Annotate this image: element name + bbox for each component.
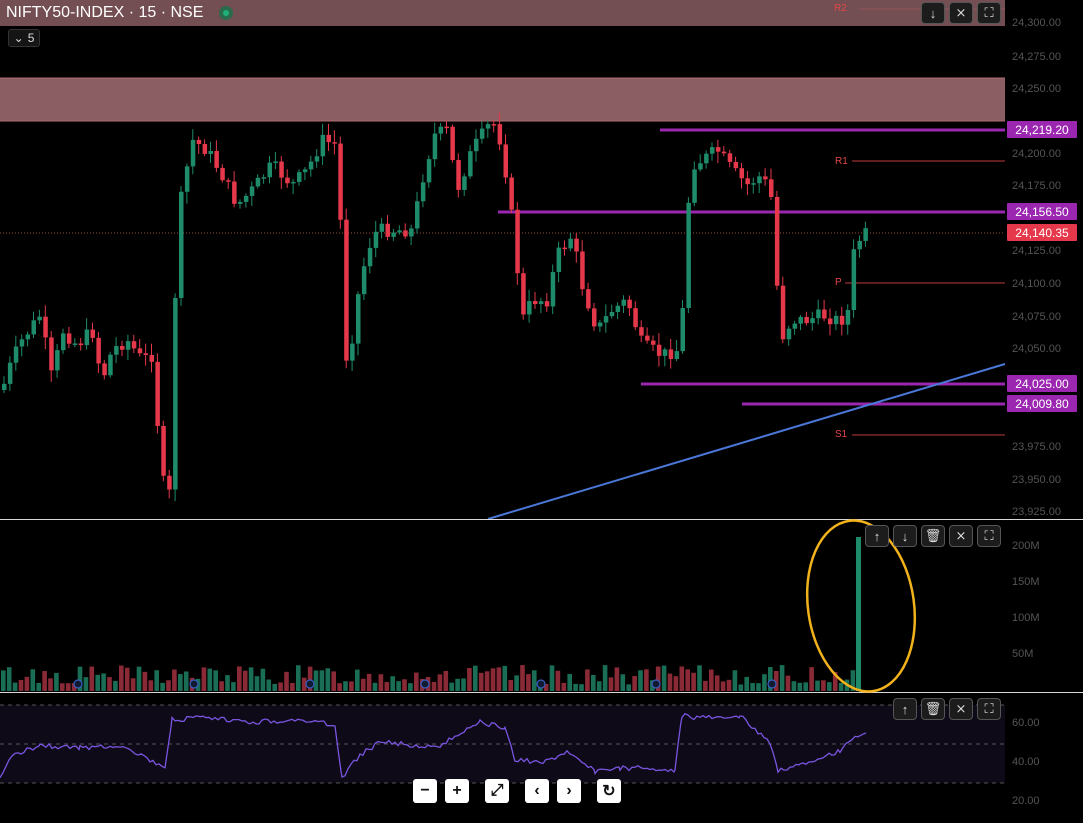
interval-value: 5 <box>27 31 35 45</box>
maximize-icon: ⛶ <box>984 701 994 716</box>
price-axis-tick: 24,100.00 <box>1012 278 1061 290</box>
reset-scale-button[interactable]: ⤢ <box>485 779 509 803</box>
price-axis-tick: 23,975.00 <box>1012 441 1061 453</box>
pivot-s1-label: S1 <box>835 429 848 440</box>
reset-chart-button[interactable]: ↻ <box>597 779 621 803</box>
arrow-down-icon: ↓ <box>929 5 937 21</box>
symbol-header[interactable]: NIFTY50-INDEX · 15 · NSE <box>0 0 242 26</box>
rsi-delete-button[interactable]: 🗑 <box>921 698 945 720</box>
volume-axis-tick: 100M <box>1012 612 1040 624</box>
rsi-collapse-button[interactable]: ⨯ <box>949 698 973 720</box>
chevron-right-icon: › <box>566 782 572 799</box>
volume-series <box>1 537 861 691</box>
top-band <box>242 0 1005 26</box>
maximize-pane-button[interactable]: ⛶ <box>977 2 1001 24</box>
price-axis-tick: 24,175.00 <box>1012 180 1061 192</box>
maximize-icon: ⛶ <box>984 5 994 20</box>
move-pane-down-button[interactable]: ↓ <box>921 2 945 24</box>
refresh-icon: ↻ <box>602 783 616 800</box>
rsi-axis-tick: 20.00 <box>1012 795 1040 807</box>
scroll-left-button[interactable]: ‹ <box>525 779 549 803</box>
volume-move-down-button[interactable]: ↓ <box>893 525 917 547</box>
chevron-left-icon: ‹ <box>534 782 540 799</box>
rsi-line <box>0 712 867 779</box>
resistance-zone[interactable] <box>0 78 1005 121</box>
candlestick-series <box>2 112 868 502</box>
pivot-r1-label: R1 <box>835 156 848 167</box>
collapse-icon: ⨯ <box>955 5 967 20</box>
level-price-label[interactable]: 24,009.80 <box>1007 395 1077 412</box>
price-axis-tick: 24,200.00 <box>1012 148 1061 160</box>
scroll-right-button[interactable]: › <box>557 779 581 803</box>
rsi-axis-tick: 60.00 <box>1012 717 1040 729</box>
rsi-maximize-button[interactable]: ⛶ <box>977 698 1001 720</box>
price-axis-tick: 24,300.00 <box>1012 17 1061 29</box>
pivot-r2-label: R2 <box>834 3 847 14</box>
trash-icon: 🗑 <box>924 701 942 716</box>
volume-move-up-button[interactable]: ↑ <box>865 525 889 547</box>
level-price-label[interactable]: 24,025.00 <box>1007 375 1077 392</box>
plus-icon: + <box>452 782 462 799</box>
maximize-icon: ⛶ <box>984 528 994 543</box>
zoom-out-button[interactable]: − <box>413 779 437 803</box>
price-axis-tick: 24,250.00 <box>1012 83 1061 95</box>
arrow-up-icon: ↑ <box>873 528 881 544</box>
price-axis-tick: 23,925.00 <box>1012 506 1061 518</box>
pivot-p-label: P <box>835 277 842 288</box>
rsi-move-up-button[interactable]: ↑ <box>893 698 917 720</box>
volume-axis-tick: 150M <box>1012 576 1040 588</box>
rsi-band <box>0 705 1005 783</box>
expand-icon: ⤢ <box>490 782 504 799</box>
volume-collapse-button[interactable]: ⨯ <box>949 525 973 547</box>
collapse-pane-button[interactable]: ⨯ <box>949 2 973 24</box>
volume-axis-tick: 50M <box>1012 648 1034 660</box>
dividend-markers <box>73 679 777 689</box>
price-axis-tick: 24,125.00 <box>1012 245 1061 257</box>
volume-axis-tick: 200M <box>1012 540 1040 552</box>
minus-icon: − <box>420 782 430 799</box>
collapse-icon: ⨯ <box>955 701 967 716</box>
interval-selector[interactable]: ⌄ 5 <box>8 29 40 47</box>
volume-maximize-button[interactable]: ⛶ <box>977 525 1001 547</box>
symbol-title[interactable]: NIFTY50-INDEX · 15 · NSE <box>6 4 204 21</box>
price-axis-tick: 23,950.00 <box>1012 474 1061 486</box>
chevron-down-icon: ⌄ <box>13 31 24 45</box>
arrow-up-icon: ↑ <box>901 701 909 717</box>
highlight-ellipse[interactable] <box>797 513 926 698</box>
rsi-axis-tick: 40.00 <box>1012 756 1040 768</box>
market-status-icon <box>219 6 234 20</box>
level-price-label[interactable]: 24,219.20 <box>1007 121 1077 138</box>
zoom-in-button[interactable]: + <box>445 779 469 803</box>
collapse-icon: ⨯ <box>955 528 967 543</box>
price-axis-tick: 24,275.00 <box>1012 51 1061 63</box>
price-axis-tick: 24,050.00 <box>1012 343 1061 355</box>
volume-delete-button[interactable]: 🗑 <box>921 525 945 547</box>
price-axis-tick: 24,075.00 <box>1012 311 1061 323</box>
trash-icon: 🗑 <box>924 528 942 543</box>
arrow-down-icon: ↓ <box>901 528 909 544</box>
trendline[interactable] <box>487 363 1006 520</box>
last-price-label: 24,140.35 <box>1007 224 1077 241</box>
level-price-label[interactable]: 24,156.50 <box>1007 203 1077 220</box>
